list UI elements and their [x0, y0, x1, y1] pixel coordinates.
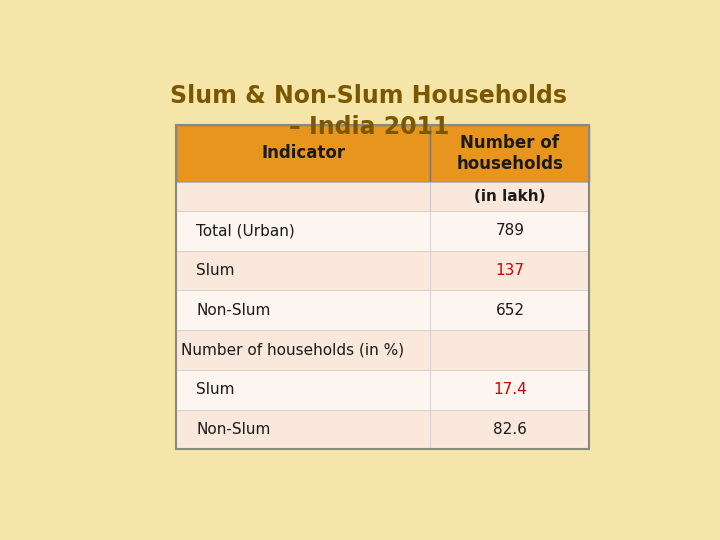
Text: 137: 137 [495, 263, 524, 278]
Bar [176, 125, 431, 182]
Text: 82.6: 82.6 [493, 422, 527, 437]
Bar [176, 251, 431, 291]
Bar [176, 330, 431, 370]
Text: Number of
households: Number of households [456, 134, 563, 173]
Text: Slum: Slum [196, 382, 235, 397]
Bar [431, 125, 590, 182]
Text: 789: 789 [495, 224, 524, 238]
Bar [431, 291, 590, 330]
Bar [431, 251, 590, 291]
Bar [176, 370, 431, 410]
Bar [431, 370, 590, 410]
Text: 652: 652 [495, 303, 524, 318]
Text: Number of households (in %): Number of households (in %) [181, 342, 404, 357]
Text: Non-Slum: Non-Slum [196, 422, 271, 437]
Text: 17.4: 17.4 [493, 382, 527, 397]
Text: Indicator: Indicator [261, 145, 346, 163]
Text: Total (Urban): Total (Urban) [196, 224, 294, 238]
Bar [431, 182, 590, 211]
Bar [431, 330, 590, 370]
Text: Slum: Slum [196, 263, 235, 278]
Text: Slum & Non-Slum Households
– India 2011: Slum & Non-Slum Households – India 2011 [171, 84, 567, 139]
Bar [176, 291, 431, 330]
Bar [431, 211, 590, 251]
Bar [176, 182, 431, 211]
Bar [431, 410, 590, 449]
Text: (in lakh): (in lakh) [474, 189, 546, 204]
Bar [176, 410, 431, 449]
Bar [176, 211, 431, 251]
Bar [176, 125, 590, 449]
Text: Non-Slum: Non-Slum [196, 303, 271, 318]
